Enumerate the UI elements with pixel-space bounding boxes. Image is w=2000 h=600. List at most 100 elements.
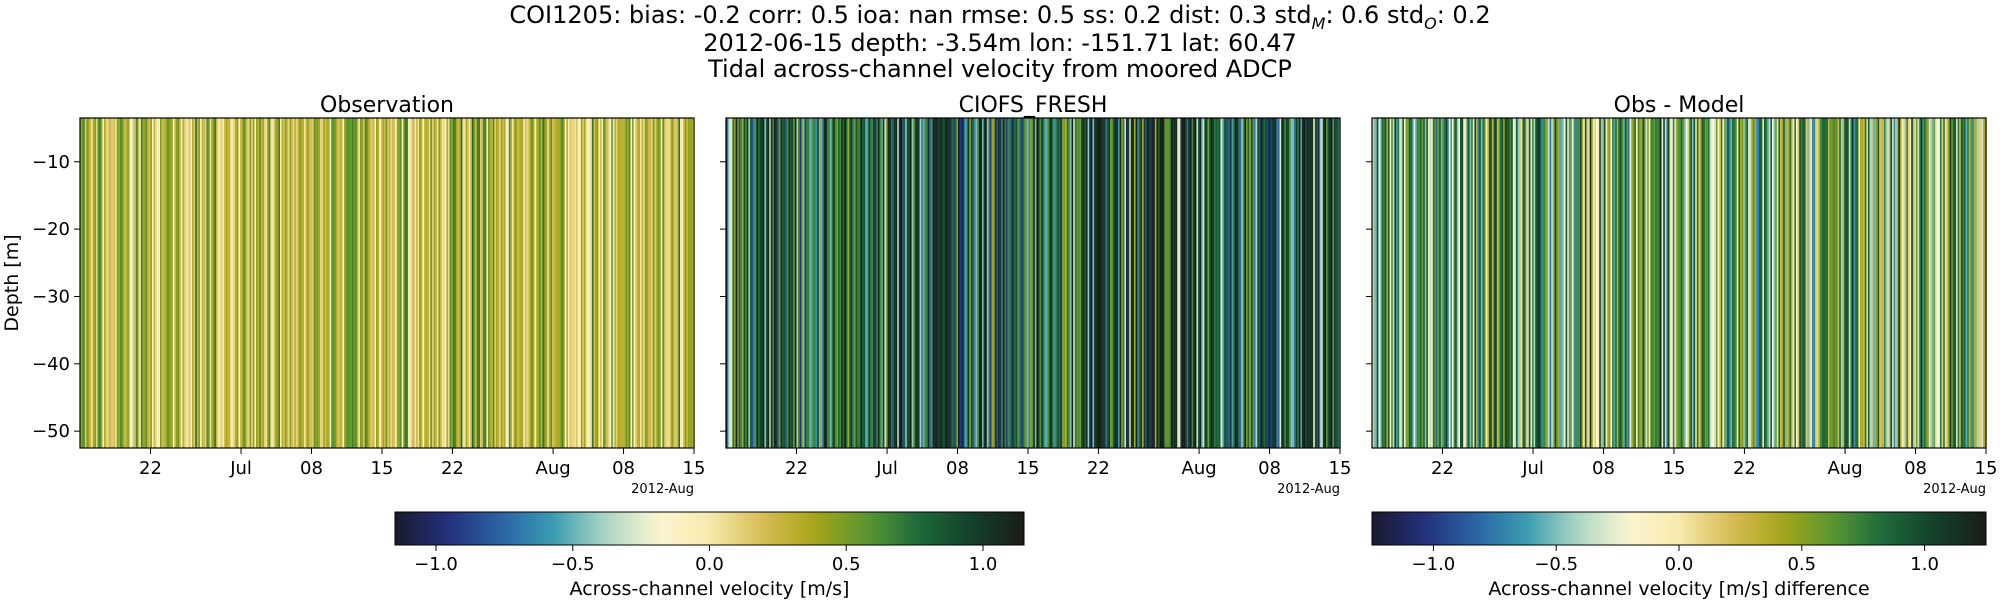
heatmap-band (985, 118, 988, 448)
heatmap-band (921, 118, 924, 448)
heatmap-band (302, 118, 305, 448)
heatmap-band (1565, 118, 1568, 448)
heatmap-band (1724, 118, 1726, 448)
heatmap-band (456, 118, 458, 448)
heatmap-band (1114, 118, 1117, 448)
heatmap-band (1432, 118, 1435, 448)
heatmap-band (334, 118, 337, 448)
heatmap-band (1383, 118, 1386, 448)
heatmap-band (136, 118, 138, 448)
heatmap-band (1973, 118, 1976, 448)
heatmap-band (126, 118, 129, 448)
heatmap-band (1158, 118, 1160, 448)
heatmap-band (484, 118, 487, 448)
heatmap-band (1948, 118, 1950, 448)
heatmap-band (337, 118, 340, 448)
colorbar-tick-label: 0.5 (832, 554, 861, 575)
heatmap-band (977, 118, 980, 448)
heatmap-band (211, 118, 214, 448)
heatmap-band (1262, 118, 1264, 448)
heatmap-band (1722, 118, 1725, 448)
heatmap-band (1741, 118, 1744, 448)
heatmap-band (124, 118, 127, 448)
heatmap-band (118, 118, 121, 448)
heatmap-band (446, 118, 449, 448)
heatmap-band (874, 118, 877, 448)
heatmap-band (1054, 118, 1056, 448)
heatmap-band (326, 118, 329, 448)
heatmap-band (854, 118, 856, 448)
heatmap-band (810, 118, 813, 448)
heatmap-band (108, 118, 111, 448)
heatmap-band (772, 118, 775, 448)
heatmap-band (1656, 118, 1659, 448)
heatmap-band (313, 118, 316, 448)
heatmap-band (1919, 118, 1922, 448)
heatmap-band (1424, 118, 1427, 448)
heatmap-band (1254, 118, 1256, 448)
heatmap-band (1904, 118, 1907, 448)
heatmap-band (1663, 118, 1666, 448)
heatmap-band (1092, 118, 1095, 448)
heatmap-band (1223, 118, 1226, 448)
heatmap-band (227, 118, 230, 448)
heatmap-band (740, 118, 743, 448)
heatmap-band (592, 118, 594, 448)
heatmap-band (1522, 118, 1525, 448)
heatmap-band (462, 118, 465, 448)
heatmap-band (1508, 118, 1510, 448)
heatmap-band (1164, 118, 1167, 448)
heatmap-band (745, 118, 748, 448)
heatmap-band (1337, 118, 1340, 448)
heatmap-band (332, 118, 335, 448)
heatmap-band (113, 118, 116, 448)
heatmap-band (1392, 118, 1395, 448)
heatmap-band (441, 118, 444, 448)
heatmap-band (1477, 118, 1480, 448)
heatmap-band (1668, 118, 1670, 448)
heatmap-band (1952, 118, 1955, 448)
heatmap-band (1397, 118, 1400, 448)
heatmap-band (1628, 118, 1630, 448)
heatmap-band (1089, 118, 1092, 448)
heatmap-band (276, 118, 279, 448)
heatmap-band (1062, 118, 1064, 448)
heatmap-band (208, 118, 210, 448)
heatmap-band (1073, 118, 1076, 448)
heatmap-band (345, 118, 348, 448)
heatmap-band (638, 118, 641, 448)
heatmap-band (746, 118, 749, 448)
x-tick-label: 08 (1904, 458, 1927, 479)
heatmap-band (457, 118, 460, 448)
heatmap-band (187, 118, 190, 448)
heatmap-band (115, 118, 118, 448)
heatmap-band (786, 118, 789, 448)
heatmap-band (1831, 118, 1834, 448)
x-tick-label: Aug (536, 458, 571, 479)
title-stats-suffix: : 0.2 (1436, 1, 1491, 29)
heatmap-band (1629, 118, 1632, 448)
heatmap-band (1389, 118, 1392, 448)
heatmap-band (316, 118, 319, 448)
heatmap-band (814, 118, 816, 448)
heatmap-band (1615, 118, 1618, 448)
heatmap-band (472, 118, 474, 448)
heatmap-band (1327, 118, 1330, 448)
heatmap-band (999, 118, 1002, 448)
heatmap-band (1161, 118, 1164, 448)
heatmap-band (732, 118, 735, 448)
heatmap-band (1482, 118, 1485, 448)
heatmap-band (1394, 118, 1397, 448)
heatmap-band (1330, 118, 1333, 448)
heatmap-band (590, 118, 593, 448)
heatmap-band (238, 118, 241, 448)
heatmap-band (494, 118, 497, 448)
x-tick-label: 08 (946, 458, 969, 479)
heatmap-band (664, 118, 666, 448)
heatmap-band (1701, 118, 1704, 448)
heatmap-band (296, 118, 298, 448)
heatmap-band (617, 118, 620, 448)
heatmap-band (1567, 118, 1570, 448)
heatmap-band (523, 118, 526, 448)
heatmap-band (1322, 118, 1325, 448)
